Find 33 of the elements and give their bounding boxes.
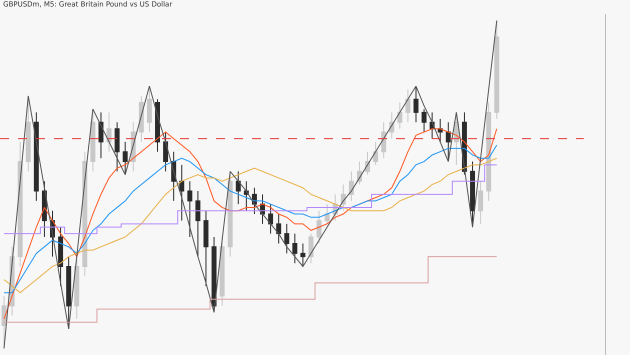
candlestick — [422, 108, 427, 133]
candlestick — [90, 108, 96, 172]
candlestick — [146, 86, 152, 133]
candlestick — [122, 141, 128, 176]
candlestick — [397, 102, 402, 130]
candlestick — [34, 112, 39, 202]
candlestick — [284, 223, 290, 254]
candlestick — [204, 210, 208, 287]
candlestick — [373, 141, 378, 166]
candlestick — [268, 204, 274, 234]
candlestick — [2, 295, 7, 349]
candlestick — [58, 226, 64, 287]
candlestick — [163, 132, 168, 172]
candlestick — [414, 86, 418, 123]
candlestick — [276, 214, 282, 244]
candlestick — [244, 180, 249, 212]
candlestick — [478, 180, 484, 224]
candlestick — [494, 20, 500, 120]
candlestick — [405, 88, 410, 123]
candlestick — [300, 243, 306, 267]
candlestick — [348, 170, 354, 202]
candlestick — [98, 112, 104, 159]
candlestick — [324, 204, 330, 224]
candlestick — [187, 180, 192, 238]
candlestick — [106, 112, 112, 152]
candlestick — [316, 210, 322, 244]
candlestick — [114, 122, 120, 172]
candlestick — [236, 170, 241, 205]
candlestick — [220, 236, 225, 306]
candlestick — [308, 233, 314, 264]
candlestick — [179, 164, 184, 222]
candlestick — [292, 233, 298, 264]
candlestick — [195, 190, 200, 258]
